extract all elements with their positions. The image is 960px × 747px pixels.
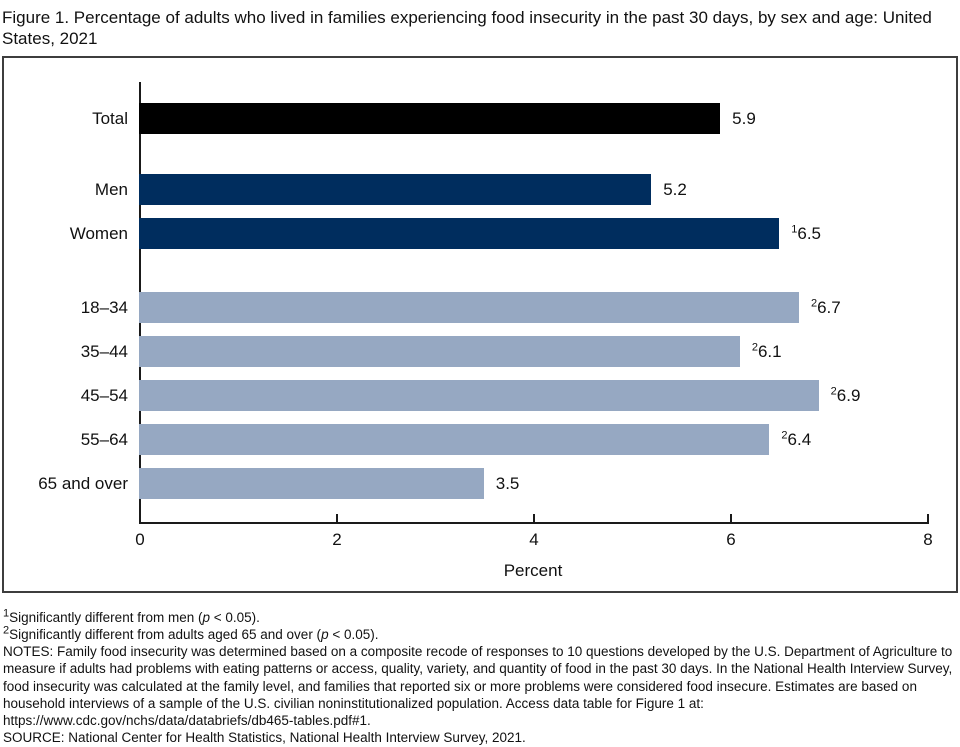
bar-men [139, 173, 652, 205]
x-axis-title: Percent [503, 560, 563, 580]
source-text: SOURCE: National Center for Health Stati… [3, 730, 526, 746]
chart-frame: Percent Total 5.9 Men 5.2 Women 16.5 18–34 26.7… [2, 55, 958, 593]
bar-women [139, 217, 780, 249]
category-label-men: Men [94, 179, 128, 199]
value-superscript: 2 [810, 296, 818, 309]
bar-45-54 [139, 379, 819, 411]
footnote-2: 2Significantly different from adults age… [3, 624, 379, 642]
footnote-list: 1Significantly different from men (p < 0… [3, 607, 955, 644]
figure-footer: 1Significantly different from men (p < 0… [3, 607, 955, 747]
bar-35-44 [139, 335, 740, 367]
value-superscript: 2 [781, 428, 788, 441]
category-label-35-44: 35–44 [80, 341, 128, 361]
category-label-women: Women [69, 223, 128, 243]
x-tick-label-4: 4 [529, 529, 539, 549]
notes-text: NOTES: Family food insecurity was determ… [3, 644, 953, 729]
x-tick-6 [730, 513, 732, 523]
x-tick-label-0: 0 [135, 529, 145, 549]
value-label-35-44: 26.1 [751, 340, 782, 361]
value-superscript: 1 [791, 222, 798, 235]
plot-area: Percent Total 5.9 Men 5.2 Women 16.5 18–34 26.7… [38, 58, 933, 591]
value-label-65-and-over: 3.5 [495, 473, 520, 493]
x-tick-2 [336, 513, 338, 523]
bar-18-34 [139, 291, 799, 323]
x-tick-label-8: 8 [923, 529, 933, 549]
bar-55-64 [139, 423, 770, 455]
category-label-65-and-over: 65 and over [38, 473, 128, 493]
footnote-1: 1Significantly different from men (p < 0… [3, 607, 260, 625]
x-tick-label-2: 2 [332, 529, 342, 549]
value-label-55-64: 26.4 [781, 428, 812, 449]
x-axis-line [139, 521, 929, 524]
x-tick-8 [927, 513, 929, 523]
x-tick-label-6: 6 [726, 529, 736, 549]
x-tick-0 [139, 513, 141, 523]
figure-title: Figure 1. Percentage of adults who lived… [2, 8, 932, 49]
category-label-45-54: 45–54 [80, 385, 128, 405]
category-label-18-34: 18–34 [80, 297, 128, 317]
category-label-55-64: 55–64 [80, 429, 128, 449]
bar-65-and-over [139, 467, 484, 499]
category-label-total: Total [92, 108, 128, 128]
x-tick-4 [533, 513, 535, 523]
value-label-women: 16.5 [791, 222, 822, 243]
value-label-18-34: 26.7 [810, 296, 841, 317]
value-superscript: 2 [751, 340, 758, 353]
value-label-men: 5.2 [663, 179, 687, 199]
value-label-total: 5.9 [732, 108, 756, 128]
value-superscript: 2 [830, 384, 837, 397]
bar-total [139, 102, 721, 134]
value-label-45-54: 26.9 [830, 384, 861, 405]
